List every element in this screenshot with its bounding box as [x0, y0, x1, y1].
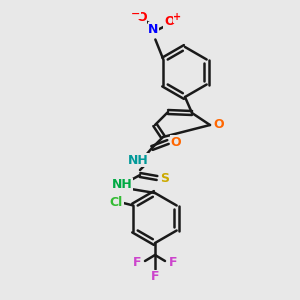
Text: O: O	[214, 118, 224, 131]
Text: +: +	[173, 13, 181, 22]
Text: O: O	[171, 136, 181, 148]
Text: Cl: Cl	[110, 196, 123, 209]
Text: F: F	[169, 256, 177, 269]
Text: −: −	[131, 8, 140, 19]
Text: F: F	[151, 271, 159, 284]
Text: O: O	[164, 15, 175, 28]
Text: F: F	[133, 256, 141, 269]
Text: N: N	[148, 23, 158, 36]
Text: O: O	[136, 11, 147, 24]
Text: NH: NH	[112, 178, 132, 191]
Text: S: S	[160, 172, 169, 184]
Text: NH: NH	[128, 154, 148, 166]
